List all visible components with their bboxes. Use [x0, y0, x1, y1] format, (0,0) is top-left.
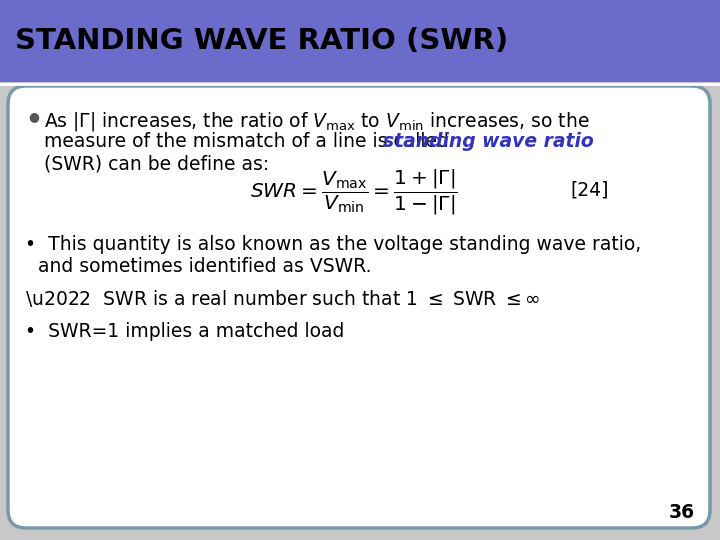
Text: STANDING WAVE RATIO (SWR): STANDING WAVE RATIO (SWR): [15, 27, 508, 55]
Text: \u2022  SWR is a real number such that 1 $\leq$ SWR $\leq \infty$: \u2022 SWR is a real number such that 1 …: [25, 288, 541, 309]
Bar: [0, 0, 720, 82]
Text: [24]: [24]: [570, 180, 608, 199]
Text: and sometimes identified as VSWR.: and sometimes identified as VSWR.: [38, 257, 372, 276]
Text: measure of the mismatch of a line is called: measure of the mismatch of a line is cal…: [44, 132, 455, 151]
Text: 36: 36: [669, 503, 695, 522]
Text: ●: ●: [28, 110, 39, 123]
FancyBboxPatch shape: [8, 86, 710, 528]
Text: standing wave ratio: standing wave ratio: [383, 132, 594, 151]
Text: As $|\Gamma|$ increases, the ratio of $V_{\rm max}$ to $V_{\rm min}$ increases, : As $|\Gamma|$ increases, the ratio of $V…: [44, 110, 590, 133]
Text: (SWR) can be define as:: (SWR) can be define as:: [44, 154, 269, 173]
Text: •  SWR=1 implies a matched load: • SWR=1 implies a matched load: [25, 322, 344, 341]
Text: •  This quantity is also known as the voltage standing wave ratio,: • This quantity is also known as the vol…: [25, 235, 642, 254]
Text: $\mathit{SWR} = \dfrac{V_{\rm max}}{V_{\rm min}} = \dfrac{1+|\Gamma|}{1-|\Gamma|: $\mathit{SWR} = \dfrac{V_{\rm max}}{V_{\…: [250, 168, 458, 217]
